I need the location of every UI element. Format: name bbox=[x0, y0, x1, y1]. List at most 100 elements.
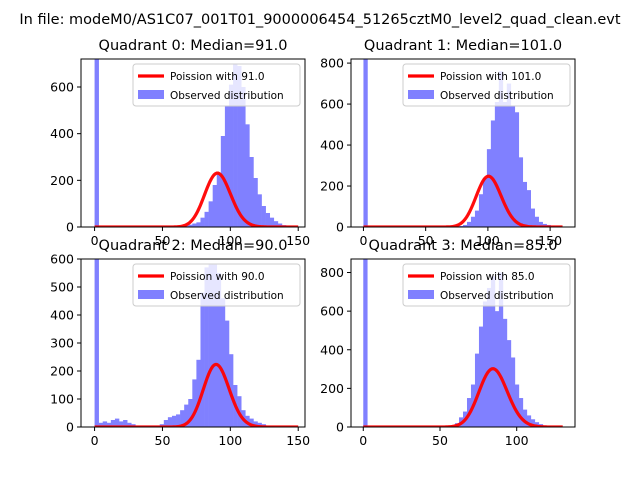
histogram-bar bbox=[482, 177, 488, 227]
histogram-bar bbox=[273, 221, 279, 227]
y-tick-label: 400 bbox=[320, 342, 344, 357]
histogram-bar bbox=[208, 201, 213, 227]
histogram-bar bbox=[220, 298, 226, 427]
axes-frame bbox=[350, 58, 576, 228]
histogram-bar bbox=[249, 157, 254, 227]
histogram-bar bbox=[498, 71, 504, 227]
histogram-bar bbox=[518, 157, 524, 227]
histogram-bar bbox=[94, 59, 99, 227]
histogram-bar bbox=[478, 326, 484, 427]
y-tick-label: 600 bbox=[50, 252, 74, 267]
histogram-bar bbox=[220, 136, 226, 227]
histogram-bar bbox=[176, 414, 181, 427]
histogram-bar bbox=[188, 224, 193, 227]
histogram-bar bbox=[261, 206, 266, 227]
legend-poisson-label: Poission with 90.0 bbox=[170, 271, 265, 283]
histogram-bar bbox=[192, 223, 197, 227]
histogram-bar bbox=[265, 213, 271, 227]
axes-frame bbox=[80, 58, 306, 228]
histogram-bar bbox=[498, 272, 504, 427]
legend: Poission with 91.0 Observed distribution bbox=[132, 63, 301, 107]
quadrant-0-axes: 0 50 100 150 0 200 400 600 Quadrant 0: Median=91… bbox=[50, 38, 310, 248]
legend-observed-swatch bbox=[408, 290, 434, 299]
histogram-bar bbox=[538, 221, 543, 227]
histogram-bar bbox=[224, 105, 230, 227]
histogram-bar bbox=[196, 359, 201, 427]
x-tick-label: 100 bbox=[218, 233, 242, 248]
legend-observed-label: Observed distribution bbox=[170, 90, 284, 102]
histogram-bar bbox=[490, 276, 496, 427]
histogram-bar bbox=[114, 418, 120, 427]
y-tick-label: 200 bbox=[320, 381, 344, 396]
histogram-bar bbox=[514, 384, 520, 427]
x-tick-label: 50 bbox=[418, 233, 434, 248]
y-tick-label: 0 bbox=[336, 420, 344, 435]
histogram-bar bbox=[196, 222, 201, 227]
y-tick-label: 600 bbox=[320, 304, 344, 319]
axes-frame bbox=[350, 258, 576, 428]
x-tick-label: 0 bbox=[91, 233, 99, 248]
histogram-bar bbox=[237, 66, 242, 227]
histogram-bar bbox=[233, 63, 238, 227]
histogram-bar bbox=[257, 422, 262, 427]
y-tick-label: 600 bbox=[50, 80, 74, 95]
histogram-bar bbox=[241, 87, 246, 227]
histogram-bar bbox=[502, 318, 508, 427]
panels: 0 50 100 150 0 200 400 600 Quadrant 0: Median=91… bbox=[50, 38, 576, 448]
histogram-bar bbox=[257, 194, 262, 227]
histogram-bar bbox=[224, 320, 230, 427]
histogram-bar bbox=[192, 379, 197, 427]
y-tick-label: 0 bbox=[66, 420, 74, 435]
histogram-bar bbox=[216, 273, 222, 427]
histogram-bar bbox=[119, 421, 124, 427]
histogram-bar bbox=[253, 421, 258, 427]
histogram-bar bbox=[363, 259, 368, 427]
x-tick-label: 150 bbox=[538, 233, 562, 248]
quadrant-title: Quadrant 3: Median=85.0 bbox=[369, 238, 558, 254]
x-tick-label: 100 bbox=[218, 433, 242, 448]
y-tick-label: 800 bbox=[320, 56, 344, 71]
histogram-bar bbox=[184, 404, 189, 427]
legend-poisson-label: Poission with 91.0 bbox=[170, 71, 265, 83]
histogram-bar bbox=[522, 409, 528, 427]
histogram-bars bbox=[94, 59, 299, 227]
histogram-bar bbox=[204, 267, 209, 427]
x-tick-label: 100 bbox=[505, 433, 529, 448]
legend-box bbox=[402, 263, 571, 307]
quadrant-title: Quadrant 1: Median=101.0 bbox=[364, 38, 562, 54]
histogram-bar bbox=[123, 420, 128, 427]
y-tick-label: 300 bbox=[50, 336, 74, 351]
histogram-bar bbox=[486, 149, 492, 227]
y-tick-label: 200 bbox=[50, 173, 74, 188]
y-tick-label: 400 bbox=[50, 308, 74, 323]
histogram-bar bbox=[526, 415, 532, 427]
histogram-bar bbox=[171, 415, 177, 427]
histogram-bar bbox=[466, 221, 472, 227]
histogram-bar bbox=[269, 217, 275, 227]
legend: Poission with 101.0 Observed distribution bbox=[402, 63, 571, 107]
quadrant-3-axes: 0 50 100 0 200 400 600 800 Quadrant 3: Median=85… bbox=[320, 238, 576, 448]
quadrant-2-axes: 0 50 100 150 0 100 200 300 400 500 600 Quadrant 2: … bbox=[50, 238, 310, 448]
histogram-bar bbox=[249, 418, 254, 427]
histogram-bar bbox=[494, 102, 500, 227]
histogram-bar bbox=[534, 422, 540, 427]
histogram-bar bbox=[474, 353, 480, 427]
histogram-bar bbox=[212, 264, 218, 427]
histogram-bar bbox=[514, 112, 520, 227]
histogram-bar bbox=[98, 422, 104, 427]
histogram-bar bbox=[180, 410, 185, 427]
x-tick-label: 50 bbox=[155, 233, 171, 248]
histogram-bar bbox=[127, 422, 132, 427]
histogram-bar bbox=[526, 190, 531, 227]
histogram-bar bbox=[208, 264, 213, 427]
histogram-bar bbox=[482, 301, 488, 427]
histogram-bar bbox=[200, 292, 205, 427]
histogram-bar bbox=[212, 185, 218, 227]
legend-observed-swatch bbox=[408, 90, 434, 99]
histogram-bar bbox=[216, 173, 222, 227]
legend: Poission with 85.0 Observed distribution bbox=[402, 263, 571, 307]
x-tick-label: 0 bbox=[91, 433, 99, 448]
legend-box bbox=[132, 263, 301, 307]
x-tick-label: 50 bbox=[155, 433, 171, 448]
